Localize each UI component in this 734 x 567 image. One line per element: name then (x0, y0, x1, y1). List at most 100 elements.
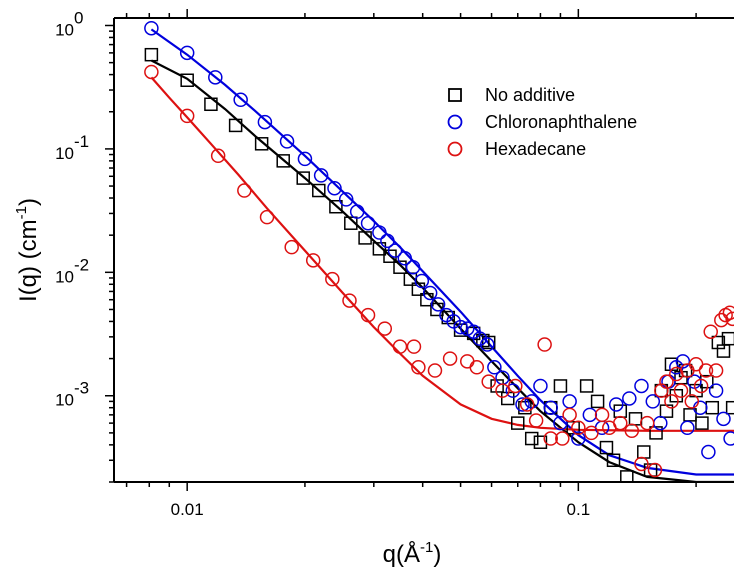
data-point (571, 431, 586, 446)
data-point (698, 363, 714, 378)
data-point (659, 374, 674, 389)
x-axis-title: q(Å-1) (383, 539, 442, 567)
data-point (453, 319, 468, 335)
data-point (716, 411, 731, 427)
data-point (579, 379, 594, 393)
legend-item-hexadecane: Hexadecane (447, 139, 586, 159)
y-axis-title: I(q) (cm-1) (13, 198, 42, 302)
data-point (693, 400, 708, 415)
data-point (533, 378, 548, 394)
data-point (360, 215, 376, 231)
data-point (460, 354, 475, 369)
legend-marker (447, 141, 463, 157)
data-point (276, 154, 290, 168)
data-point (722, 305, 734, 321)
data-point (693, 378, 709, 394)
data-point (501, 391, 515, 406)
data-point (594, 407, 610, 423)
data-point (325, 271, 340, 287)
data-point (372, 225, 387, 240)
y-tick-label: 10 (55, 20, 74, 39)
data-point (180, 73, 194, 88)
plot-area (144, 20, 734, 482)
data-point (228, 118, 243, 133)
series-no-additive (150, 59, 734, 482)
series-chloronaphthalene (150, 28, 734, 476)
data-point (519, 397, 535, 412)
data-point (427, 363, 443, 378)
fit-line-no-additive (150, 59, 734, 482)
data-point (599, 440, 614, 455)
y-tick-label: 10 (55, 267, 74, 286)
data-point (210, 148, 226, 164)
data-point (179, 108, 195, 124)
data-point (582, 407, 598, 423)
data-point (537, 337, 552, 352)
data-point (481, 374, 496, 389)
data-point (237, 183, 252, 198)
data-point (179, 45, 195, 61)
data-point (430, 297, 446, 312)
data-point (714, 312, 729, 328)
data-point (705, 400, 720, 415)
data-point (508, 378, 523, 394)
data-point (543, 400, 558, 415)
data-point (284, 239, 299, 255)
y-tick-label-exponent: -1 (74, 132, 89, 151)
data-point (383, 249, 397, 263)
data-point (257, 114, 273, 130)
data-point (584, 425, 599, 441)
data-point (305, 253, 321, 268)
data-point (397, 251, 413, 266)
data-point (716, 344, 731, 358)
data-point (380, 233, 395, 249)
data-point (608, 397, 624, 412)
data-point (613, 415, 628, 431)
y-tick-label-exponent: 0 (74, 8, 83, 27)
data-point (411, 360, 426, 375)
data-point (344, 216, 358, 230)
data-point (543, 431, 558, 446)
data-point (562, 407, 577, 423)
data-point (637, 445, 651, 459)
data-point (358, 231, 372, 245)
markers-chloronaphthalene (144, 20, 734, 460)
data-point (422, 285, 438, 301)
data-point (144, 20, 159, 36)
data-point (664, 394, 679, 409)
data-point (144, 47, 159, 62)
data-point (349, 204, 365, 219)
legend-marker (447, 114, 463, 130)
legend-label: Hexadecane (485, 139, 586, 159)
data-point (711, 335, 726, 350)
markers-hexadecane (144, 64, 734, 478)
data-point (528, 413, 544, 428)
data-point (377, 321, 393, 336)
data-point (590, 394, 605, 409)
legend-label: Chloronaphthalene (485, 112, 637, 132)
data-point (622, 391, 637, 406)
data-point (645, 394, 661, 409)
data-point (296, 171, 310, 185)
legend-item-no-additive: No additive (448, 85, 575, 105)
data-point (342, 293, 357, 308)
data-point (669, 366, 684, 382)
legend: No additive Chloronaphthalene Hexadecane (447, 85, 637, 159)
data-point (297, 151, 313, 167)
data-point (721, 331, 734, 346)
data-point (372, 242, 387, 256)
data-point (259, 209, 275, 225)
y-tick-label-exponent: -3 (74, 379, 89, 398)
data-point (725, 311, 734, 327)
data-point (481, 335, 496, 350)
data-point (683, 408, 697, 422)
data-point (480, 337, 495, 352)
legend-item-chloronaphthalene: Chloronaphthalene (447, 112, 637, 132)
data-point (329, 199, 343, 214)
x-tick-label: 0.01 (171, 500, 204, 519)
data-point (653, 415, 668, 431)
data-point (144, 64, 159, 80)
data-point (701, 444, 716, 460)
data-point (634, 378, 649, 394)
